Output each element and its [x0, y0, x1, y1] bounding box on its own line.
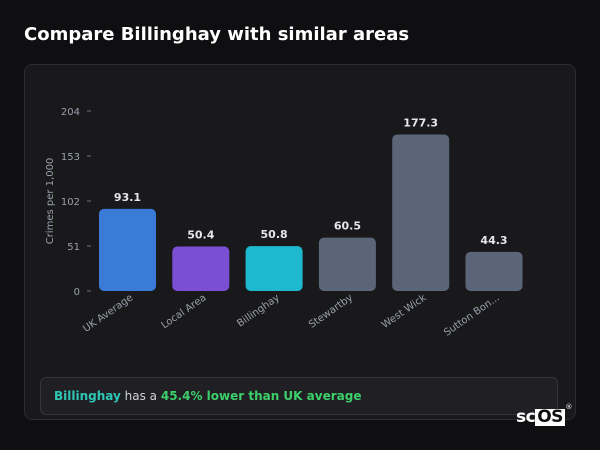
bar-value-label: 93.1: [114, 191, 141, 204]
scos-logo: sc OS ®: [516, 403, 572, 427]
bar-sutton-bon: [465, 251, 523, 291]
logo-prefix: sc: [516, 407, 536, 427]
bar-uk-average: [99, 208, 156, 291]
callout-stat: 45.4% lower than UK average: [160, 389, 362, 403]
y-tick-label: 204: [61, 107, 80, 118]
bar-value-label: 60.5: [334, 220, 361, 233]
bar-billinghay: [245, 246, 303, 291]
callout-text: has a: [120, 389, 161, 403]
y-tick-label: 51: [67, 242, 80, 253]
x-category-label: UK Average: [81, 292, 135, 334]
bar-value-label: 50.8: [261, 228, 288, 241]
x-category-label: Billinghay: [235, 292, 282, 329]
y-tick-label: 153: [61, 152, 80, 163]
comparison-callout: Billinghay has a 45.4% lower than UK ave…: [40, 377, 558, 415]
x-category-label: Local Area: [160, 292, 209, 331]
x-category-label: Stewartby: [307, 292, 355, 330]
bar-west-wick: [392, 134, 450, 291]
bar-value-label: 50.4: [187, 229, 214, 242]
bar-value-label: 44.3: [480, 234, 507, 247]
bar-stewartby: [318, 237, 376, 291]
y-tick-label: 102: [61, 197, 80, 208]
page-title: Compare Billinghay with similar areas: [24, 24, 410, 45]
y-tick-label: 0: [74, 287, 80, 298]
logo-box: OS: [535, 407, 565, 427]
y-axis-label: Crimes per 1,000: [45, 158, 56, 245]
x-category-label: Sutton Bon...: [442, 292, 502, 338]
bar-value-label: 177.3: [403, 117, 438, 130]
x-category-label: West Wick: [380, 292, 429, 331]
bar-local-area: [172, 246, 230, 291]
callout-area-name: Billinghay: [54, 389, 121, 403]
registered-mark: ®: [565, 403, 572, 411]
